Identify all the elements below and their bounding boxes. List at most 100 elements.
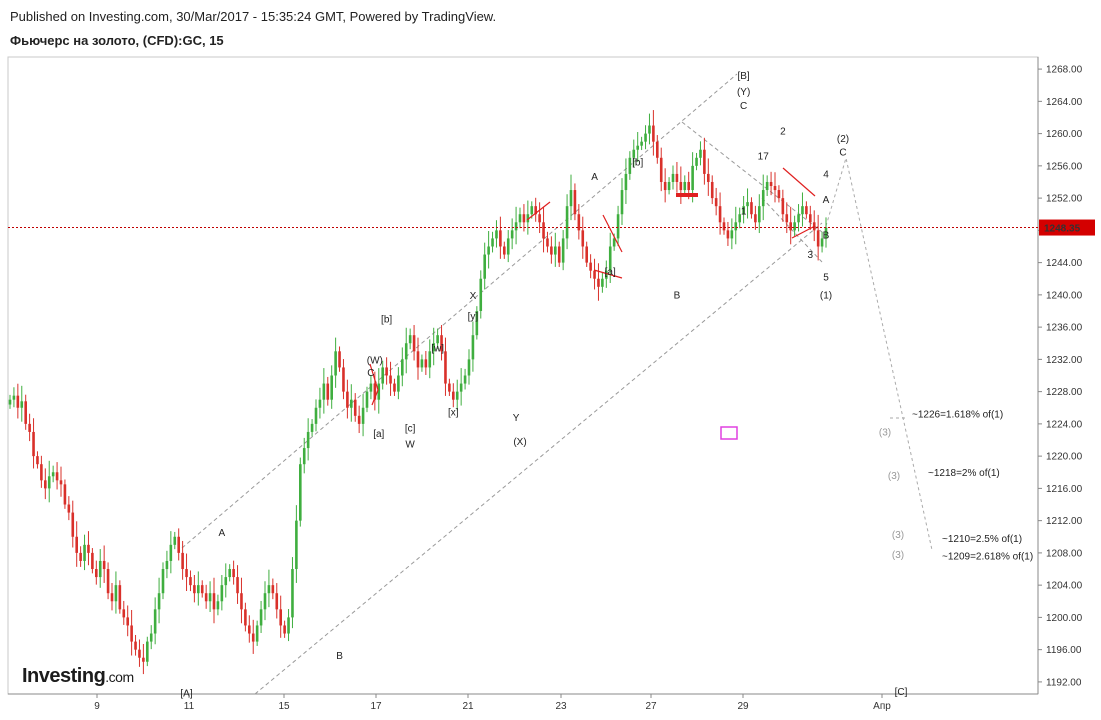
x-tick-label: 11 [184,701,195,712]
lower-channel-line [254,222,823,695]
candle-body [197,585,200,594]
candle [546,231,549,253]
candle [146,636,149,667]
wave-label: [a] [373,429,384,440]
candle-body [534,206,537,215]
candle [389,361,392,396]
candle-body [699,149,702,158]
x-tick-label: 17 [370,701,382,712]
candle [306,418,310,461]
candle [385,357,388,385]
candle-body [322,383,326,400]
candle-body [232,569,235,578]
x-tick-label: 15 [278,701,290,712]
candle-body [365,391,369,408]
candle-body [722,222,726,231]
candle-body [781,198,785,215]
y-tick-label: 1216.00 [1046,484,1083,495]
y-tick-label: 1236.00 [1046,323,1083,334]
wave-5-trend-line [761,197,823,263]
candle-body [255,625,259,642]
wave-label: [x] [448,407,459,418]
target-label: ~1218=2% of(1) [928,468,1000,479]
x-tick-label: 23 [555,701,567,712]
candle [424,350,428,375]
candle-body [561,238,565,263]
candle [173,531,177,550]
candle [185,553,188,592]
candle-body [510,230,514,239]
candle-body [785,214,789,223]
current-price-label-bg [1039,219,1095,236]
candle [699,141,702,166]
candle-body [726,230,730,239]
candle-body [67,504,71,513]
candle-body [404,343,408,360]
candle-body [793,222,796,231]
candle [342,359,345,400]
candle [142,644,145,675]
candle [503,241,506,259]
candle [334,337,337,388]
candle [518,207,522,229]
candle-body [193,585,196,594]
candle [83,534,86,571]
candle [291,557,294,629]
candle [667,177,671,195]
wave-label: [y] [468,311,479,322]
candle-body [703,149,706,174]
wave-label: B [823,231,830,242]
candle-body [338,351,341,368]
candle-body [279,609,282,626]
wave-label: A [219,528,226,539]
candle [40,455,43,488]
candle-body [87,544,90,553]
candle-body [679,181,683,191]
candle [420,354,424,372]
candle [597,263,600,301]
candle-body [28,423,31,432]
candle-body [589,262,592,271]
candle-body [471,335,475,360]
candle [216,594,220,616]
candle-body [346,391,349,408]
candle [279,595,282,638]
chart-title: Фьючерс на золото, (CFD):GC, 15 [10,33,224,48]
candle-body [483,254,486,279]
candle-body [675,173,679,182]
candle-body [318,399,322,408]
candle-body [448,383,451,392]
logo-text: Investing [22,665,106,687]
candle-body [130,625,133,642]
candle [126,605,129,637]
candle-body [326,383,330,400]
candle-body [161,569,165,594]
target-label: C [839,148,846,159]
candle-body [805,206,808,215]
candle [683,175,687,196]
candle [675,161,679,193]
candle-body [491,238,494,247]
candle [765,175,769,196]
candle-body [389,375,392,384]
candle [542,206,545,253]
wave-label: Y [513,413,520,424]
candle-body [216,601,220,610]
wave-label: (1) [820,290,832,301]
candle-body [514,222,518,231]
wave-label: A [823,195,830,206]
candle [79,546,82,567]
candle-body [499,230,502,247]
candle-body [601,278,604,287]
candle-body [91,552,94,570]
candle-body [809,214,812,223]
y-tick-label: 1212.00 [1046,516,1083,527]
candle [471,321,475,372]
candle [824,217,828,248]
candle [777,185,781,203]
candle [416,337,420,380]
target-label: (2) [837,134,849,145]
candle [750,197,753,219]
candle [350,384,353,422]
